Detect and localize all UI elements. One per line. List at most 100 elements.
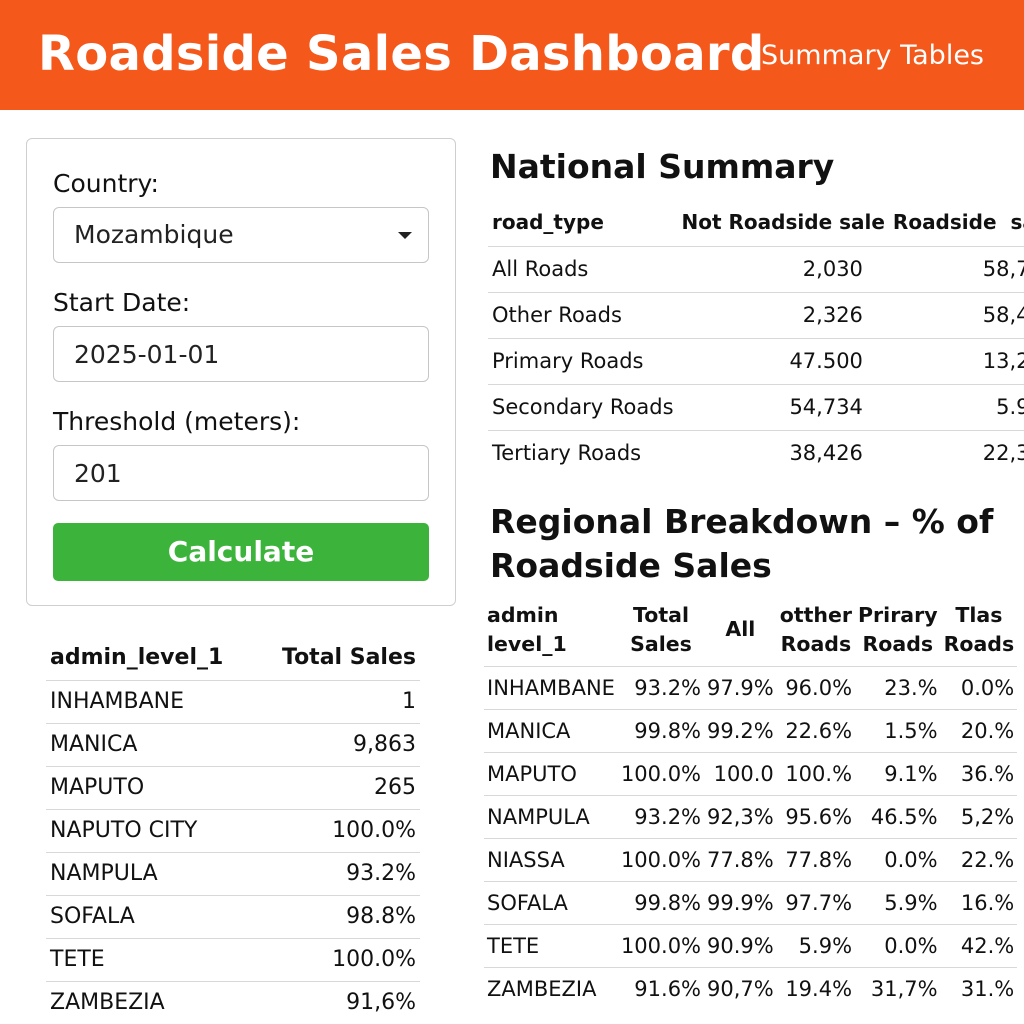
- table-cell: 100.0%: [255, 808, 420, 852]
- column-header: Total Sales: [618, 594, 704, 666]
- column-header: Roadside sale: [892, 209, 1024, 234]
- table-cell: 265: [255, 765, 420, 809]
- table-row: NIASSA 100.0% 77.8% 77.8% 0.0% 22.%: [484, 837, 1018, 881]
- column-header-line: Prirary: [858, 602, 938, 627]
- table-cell: 36.%: [940, 751, 1018, 795]
- table-cell: 90.9%: [704, 923, 777, 967]
- table-cell: 0.0%: [855, 837, 941, 881]
- table-cell: INHAMBANE: [484, 665, 618, 709]
- column-header-line: All: [725, 617, 756, 642]
- table-row: ZAMBEZIA 91.6% 90,7% 19.4% 31,7% 31.%: [484, 966, 1018, 1010]
- column-header-line: Roads: [943, 631, 1015, 656]
- country-select-value: Mozambique: [74, 220, 234, 249]
- table-header-row: road_type Not Roadside sale Roadside sal…: [488, 198, 1024, 246]
- table-cell: 19.4%: [776, 966, 856, 1010]
- table-cell: NAMPULA: [46, 851, 256, 895]
- table-cell: 5.961: [888, 383, 1024, 430]
- table-row: SOFALA 99.8% 99.9% 97.7% 5.9% 16.%: [484, 880, 1018, 924]
- page-title: Roadside Sales Dashboard: [38, 26, 765, 82]
- column-header-line: Tlas: [955, 602, 1003, 627]
- column-header: Prirary Roads: [855, 594, 941, 666]
- regional-title-line1: Regional Breakdown – % of: [490, 502, 994, 541]
- table-cell: 99.2%: [704, 708, 777, 752]
- table-row: INHAMBANE 1: [46, 679, 420, 723]
- start-date-input[interactable]: [53, 326, 429, 382]
- table-row: NAPUTO CITY 100.0%: [46, 808, 420, 852]
- table-cell: 42.%: [940, 923, 1018, 967]
- table-cell: Other Roads: [488, 291, 678, 338]
- column-header-line: Roads: [862, 631, 934, 656]
- table-cell: 100.0%: [617, 837, 705, 881]
- summary-tables-link[interactable]: Summary Tables: [761, 40, 984, 71]
- column-header: Total Sales: [281, 645, 416, 671]
- table-row: TETE 100.0%: [46, 937, 420, 981]
- table-cell: 92,3%: [704, 794, 777, 838]
- table-cell: 5.9%: [776, 923, 856, 967]
- table-cell: 93.2%: [617, 794, 705, 838]
- start-date-label: Start Date:: [53, 288, 191, 317]
- table-row: ZAMBEZIA 91,6%: [46, 980, 420, 1024]
- table-cell: 100.0%: [617, 751, 705, 795]
- table-cell: 99.9%: [704, 880, 777, 924]
- country-select[interactable]: Mozambique: [53, 207, 429, 263]
- table-row: TETE 100.0% 90.9% 5.9% 0.0% 42.%: [484, 923, 1018, 967]
- table-cell: MANICA: [484, 708, 618, 752]
- table-row: SOFALA 98.8%: [46, 894, 420, 938]
- threshold-label: Threshold (meters):: [53, 407, 301, 436]
- table-row: MAPUTO 100.0% 100.0 100.% 9.1% 36.%: [484, 751, 1018, 795]
- column-header-line: Total Sales: [630, 602, 692, 656]
- table-cell: 38,426: [677, 429, 889, 476]
- table-cell: All Roads: [488, 245, 678, 292]
- regional-breakdown-table: admin level_1 Total Sales All otther Roads Pri…: [484, 594, 1018, 1010]
- table-cell: MAPUTO: [484, 751, 618, 795]
- input-panel: Country: Mozambique Start Date: Threshol…: [26, 138, 456, 606]
- table-cell: 5,2%: [940, 794, 1018, 838]
- table-cell: 100.0%: [617, 923, 705, 967]
- table-cell: 31.%: [940, 966, 1018, 1010]
- table-cell: 99.8%: [617, 708, 705, 752]
- column-header: admin level_1: [484, 594, 618, 666]
- header-bar: Roadside Sales Dashboard Summary Tables: [0, 0, 1024, 110]
- table-cell: 58,419: [888, 291, 1024, 338]
- table-cell: INHAMBANE: [46, 679, 256, 723]
- threshold-input[interactable]: [53, 445, 429, 501]
- table-cell: 1: [255, 679, 420, 723]
- table-cell: 54,734: [677, 383, 889, 430]
- table-cell: TETE: [46, 937, 256, 981]
- table-cell: 93.2%: [617, 665, 705, 709]
- table-cell: 93.2%: [255, 851, 420, 895]
- table-cell: ZAMBEZIA: [484, 966, 618, 1010]
- table-cell: NAPUTO CITY: [46, 808, 256, 852]
- table-cell: 9.1%: [855, 751, 941, 795]
- table-cell: 97.7%: [776, 880, 856, 924]
- table-cell: 13,245: [888, 337, 1024, 384]
- column-header: Not Roadside sale: [681, 209, 885, 234]
- table-cell: 22.6%: [776, 708, 856, 752]
- table-cell: Secondary Roads: [488, 383, 678, 430]
- table-cell: 2,030: [677, 245, 889, 292]
- column-header-line: admin: [487, 602, 559, 627]
- table-cell: ZAMBEZIA: [46, 980, 256, 1024]
- table-cell: 100.%: [776, 751, 856, 795]
- table-cell: 0.0%: [940, 665, 1018, 709]
- table-row: NAMPULA 93.2% 92,3% 95.6% 46.5% 5,2%: [484, 794, 1018, 838]
- table-cell: 77.8%: [776, 837, 856, 881]
- table-cell: 9,863: [255, 722, 420, 766]
- table-cell: MANICA: [46, 722, 256, 766]
- table-cell: 91.6%: [617, 966, 705, 1010]
- column-header: Tlas Roads: [941, 594, 1018, 666]
- calculate-button[interactable]: Calculate: [53, 523, 429, 581]
- column-header: admin_level_1: [50, 645, 224, 671]
- table-cell: 22,319: [888, 429, 1024, 476]
- national-summary-table: road_type Not Roadside sale Roadside s al…: [488, 198, 1024, 476]
- table-cell: 100.0%: [255, 937, 420, 981]
- table-header-row: admin level_1 Total Sales All otther Roads Pri…: [484, 594, 1017, 666]
- table-cell: TETE: [484, 923, 618, 967]
- table-row: MANICA 9,863: [46, 722, 420, 766]
- admin-sales-table: admin_level_1 Total Sales INHAMBANE 1 MANI…: [46, 636, 420, 1024]
- column-header: All: [704, 594, 777, 666]
- column-header-line: otther: [779, 602, 853, 627]
- table-cell: 100.0: [704, 751, 777, 795]
